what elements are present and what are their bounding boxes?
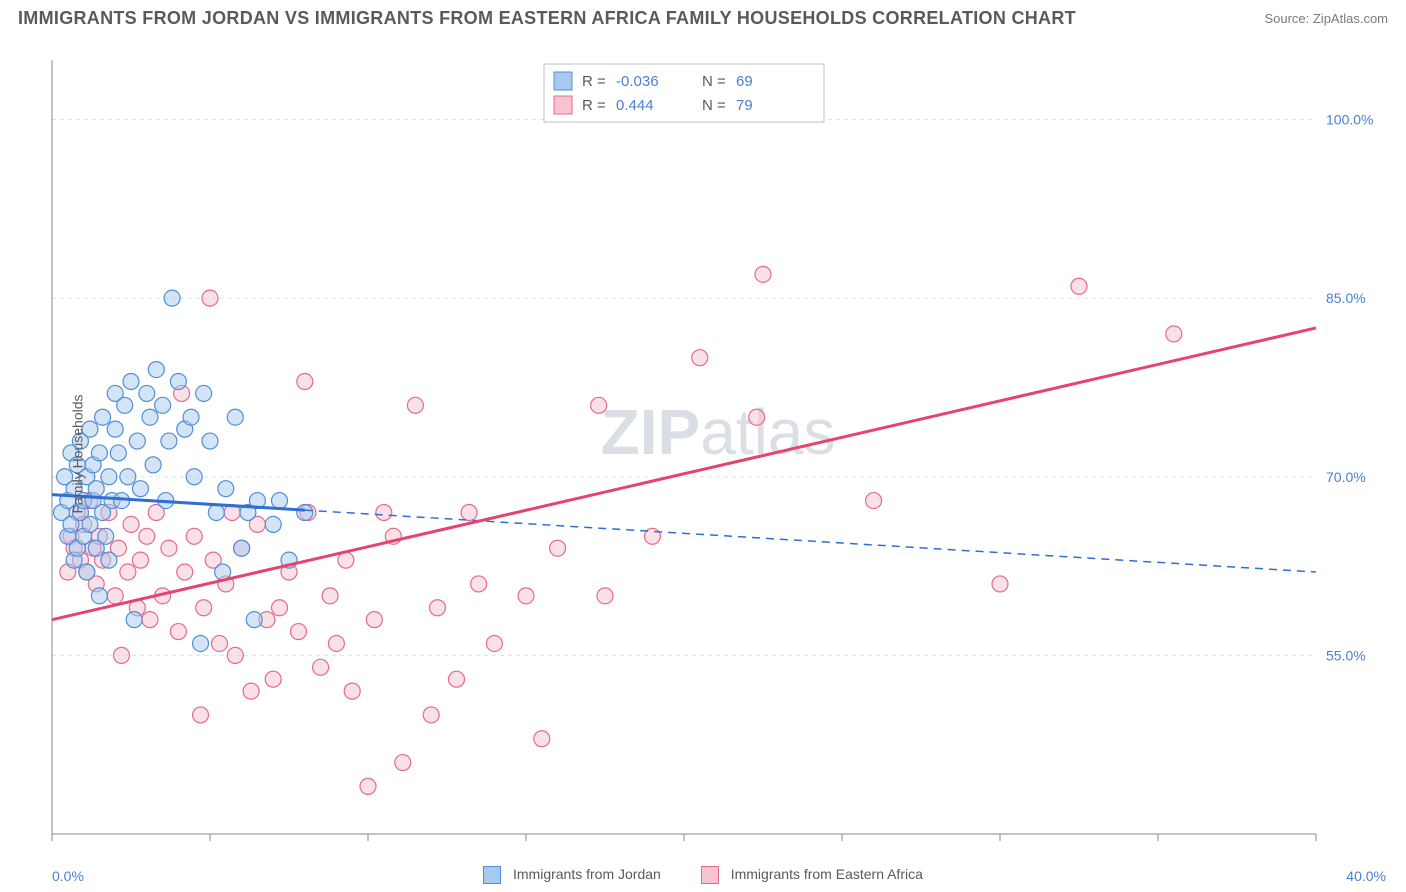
- bottom-legend: Immigrants from Jordan Immigrants from E…: [0, 866, 1406, 884]
- svg-text:69: 69: [736, 73, 753, 90]
- swatch-series1: [483, 866, 501, 884]
- legend-series2: Immigrants from Eastern Africa: [701, 866, 923, 884]
- svg-text:100.0%: 100.0%: [1326, 112, 1373, 128]
- svg-text:R =: R =: [582, 73, 606, 90]
- swatch-series2: [701, 866, 719, 884]
- scatter-chart: 55.0% 70.0% 85.0% 100.0% ZIPatlas R = -0.036 N …: [48, 56, 1388, 852]
- svg-text:N =: N =: [702, 97, 726, 114]
- chart-title: IMMIGRANTS FROM JORDAN VS IMMIGRANTS FRO…: [18, 8, 1076, 29]
- svg-text:55.0%: 55.0%: [1326, 647, 1366, 663]
- svg-text:-0.036: -0.036: [616, 73, 659, 90]
- legend-series2-label: Immigrants from Eastern Africa: [731, 866, 923, 882]
- svg-text:85.0%: 85.0%: [1326, 290, 1366, 306]
- source-label: Source: ZipAtlas.com: [1264, 11, 1388, 26]
- y-axis-label: Family Households: [70, 394, 86, 513]
- svg-text:79: 79: [736, 97, 753, 114]
- legend-series1-label: Immigrants from Jordan: [513, 866, 661, 882]
- legend-series1: Immigrants from Jordan: [483, 866, 661, 884]
- svg-text:0.444: 0.444: [616, 97, 654, 114]
- chart-area: Family Households 55.0% 70.0% 85.0% 100.0% Z…: [48, 56, 1388, 852]
- svg-text:ZIPatlas: ZIPatlas: [601, 396, 836, 468]
- svg-text:70.0%: 70.0%: [1326, 469, 1366, 485]
- svg-text:N =: N =: [702, 73, 726, 90]
- svg-text:R =: R =: [582, 97, 606, 114]
